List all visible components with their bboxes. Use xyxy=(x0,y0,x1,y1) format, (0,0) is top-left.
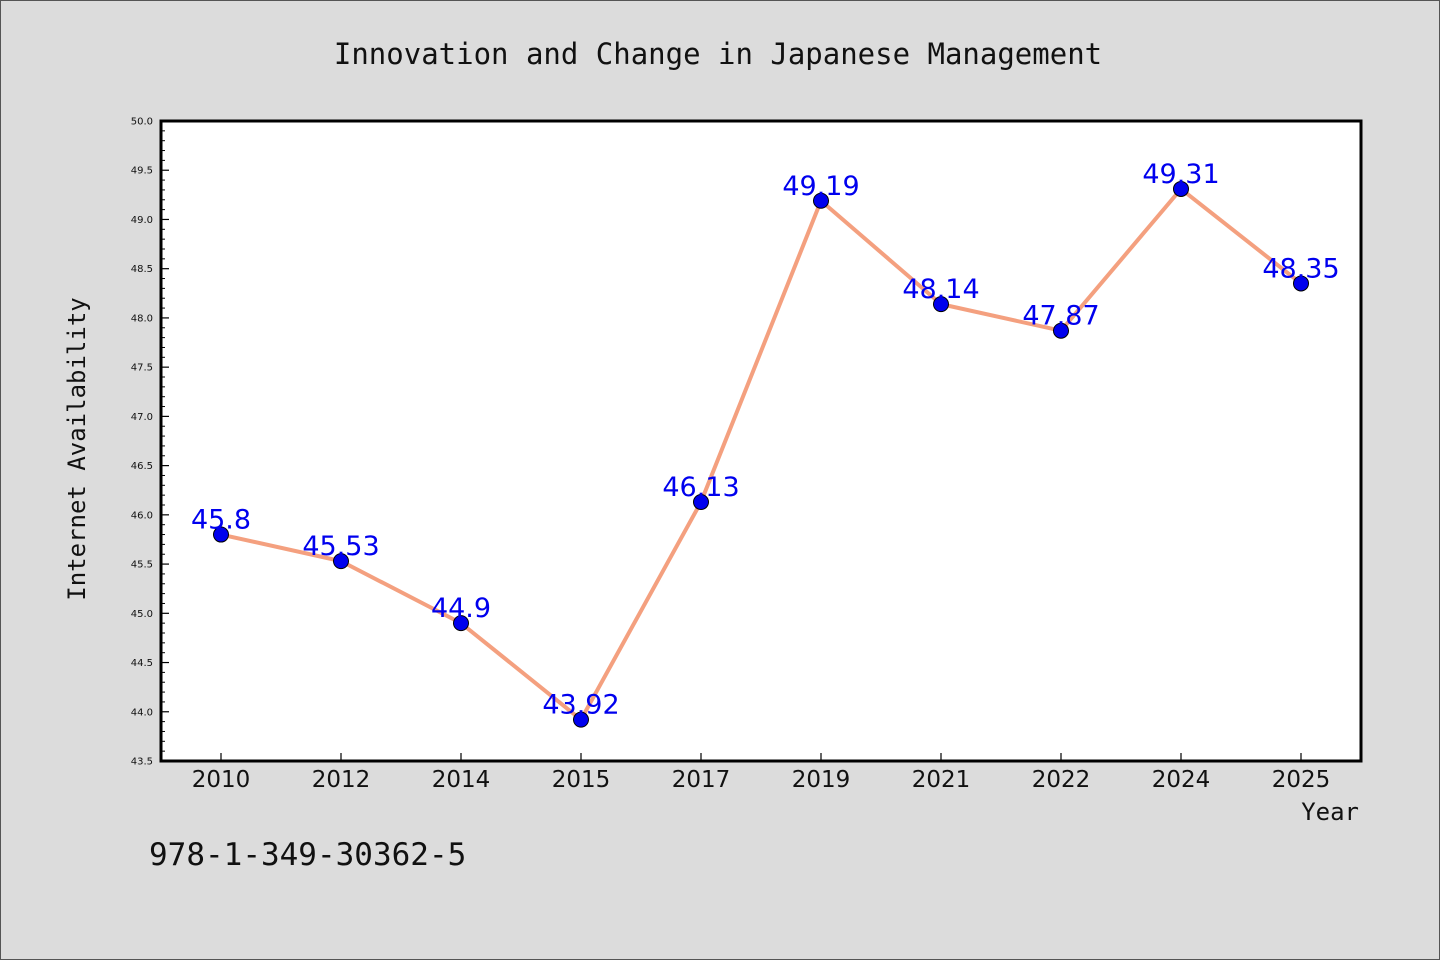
isbn-footnote: 978-1-349-30362-5 xyxy=(149,837,466,873)
series-line xyxy=(220,186,1303,722)
data-labels: 45.8 45.53 44.9 43.92 46.13 49.19 48.14 47.87 49… xyxy=(191,159,1340,721)
y-tick-label: 44.5 xyxy=(131,658,153,669)
data-point xyxy=(453,615,469,632)
series-line-layer xyxy=(213,180,1309,728)
x-tick-label: 2022 xyxy=(1032,767,1091,793)
data-point xyxy=(1173,180,1189,197)
y-axis-title: Internet Availability xyxy=(63,297,91,600)
x-tick-label: 2012 xyxy=(312,767,371,793)
y-tick-label: 47.5 xyxy=(131,363,153,374)
data-label: 49.31 xyxy=(1142,159,1219,190)
x-tick-label: 2014 xyxy=(432,767,491,793)
x-tick-label: 2025 xyxy=(1272,767,1331,793)
y-tick-label: 48.5 xyxy=(131,264,153,275)
data-label: 45.8 xyxy=(191,505,251,536)
data-label: 48.14 xyxy=(902,274,979,305)
chart-title: Innovation and Change in Japanese Manage… xyxy=(334,37,1102,71)
y-tick-label: 50.0 xyxy=(131,117,153,128)
data-point xyxy=(693,494,709,511)
y-tick-label: 43.5 xyxy=(131,757,153,768)
data-point xyxy=(213,526,229,543)
data-label: 43.92 xyxy=(542,690,619,721)
y-tick-label: 46.0 xyxy=(131,510,153,521)
data-label: 44.9 xyxy=(431,593,491,624)
y-tick-label: 49.0 xyxy=(131,215,153,226)
y-tick-label: 48.0 xyxy=(131,313,153,324)
y-tick-label: 45.0 xyxy=(131,609,153,620)
data-point xyxy=(933,296,949,313)
x-tick-label: 2024 xyxy=(1152,767,1211,793)
x-tick-label: 2021 xyxy=(912,767,971,793)
x-axis: 2010 2012 2014 2015 2017 2019 2021 2022 2024 2025 xyxy=(192,753,1331,793)
x-tick-label: 2010 xyxy=(192,767,251,793)
data-point xyxy=(333,553,349,570)
data-label: 49.19 xyxy=(782,171,859,202)
x-tick-label: 2017 xyxy=(672,767,731,793)
data-point xyxy=(573,711,589,728)
data-label: 45.53 xyxy=(302,531,379,562)
y-tick-label: 49.5 xyxy=(131,166,153,177)
x-tick-label: 2019 xyxy=(792,767,851,793)
data-point xyxy=(813,192,829,209)
y-tick-label: 47.0 xyxy=(131,412,153,423)
data-point xyxy=(1053,322,1069,339)
x-axis-title: Year xyxy=(1301,798,1359,826)
y-tick-label: 46.5 xyxy=(131,461,153,472)
y-tick-label: 45.5 xyxy=(131,560,153,571)
data-label: 46.13 xyxy=(662,472,739,503)
data-label: 47.87 xyxy=(1022,301,1099,332)
x-tick-label: 2015 xyxy=(552,767,611,793)
y-axis: 43.5 44.0 44.5 45.0 45.5 46.0 46.5 47.0 47.5 48.0… xyxy=(131,117,169,768)
y-tick-label: 44.0 xyxy=(131,707,153,718)
plot-area xyxy=(159,119,1363,763)
data-label: 48.35 xyxy=(1262,253,1339,284)
data-point xyxy=(1293,275,1309,292)
